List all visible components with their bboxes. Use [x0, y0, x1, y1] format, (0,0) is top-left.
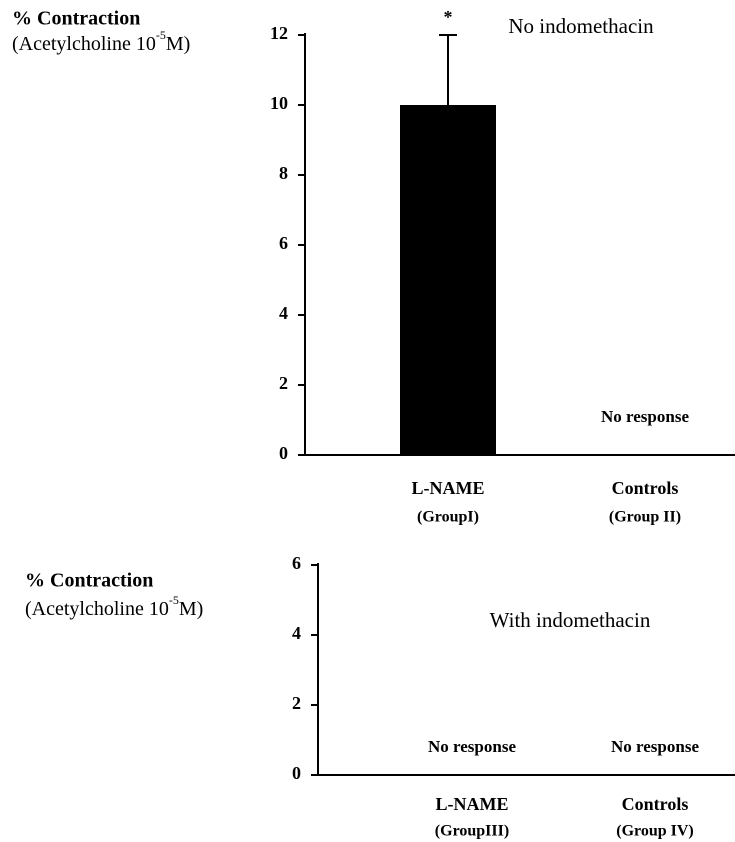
y-axis-label: (Acetylcholine 10-5M)	[25, 593, 203, 620]
bar	[400, 105, 496, 455]
y-tick-label: 10	[270, 93, 288, 113]
x-tick-label: Controls	[622, 794, 689, 814]
y-axis-label-exponent: -5	[169, 593, 179, 607]
x-tick-label: L-NAME	[412, 478, 485, 498]
y-axis-label-part: (Acetylcholine 10	[25, 598, 169, 620]
x-tick-sublabel: (GroupIII)	[435, 823, 509, 840]
annotation: No response	[601, 407, 689, 426]
y-tick-label: 12	[270, 23, 288, 43]
annotation: No response	[611, 737, 699, 756]
y-tick-label: 2	[292, 693, 301, 713]
y-tick-label: 6	[279, 233, 288, 253]
y-tick-label: 8	[279, 163, 288, 183]
y-axis-label-exponent: -5	[156, 28, 166, 42]
y-axis-label-unit: M)	[179, 598, 203, 620]
significance-mark: *	[444, 7, 453, 27]
x-tick-sublabel: (Group IV)	[616, 823, 694, 840]
x-tick-label: L-NAME	[436, 794, 509, 814]
y-tick-label: 0	[292, 763, 301, 783]
y-tick-label: 6	[292, 553, 301, 573]
annotation: No response	[428, 737, 516, 756]
y-axis-label: % Contraction	[25, 570, 153, 592]
chart-title: With indomethacin	[490, 608, 651, 632]
x-tick-sublabel: (GroupI)	[417, 509, 479, 526]
x-tick-label: Controls	[612, 478, 679, 498]
y-tick-label: 2	[279, 373, 288, 393]
x-tick-sublabel: (Group II)	[609, 509, 681, 526]
y-tick-label: 0	[279, 443, 288, 463]
y-tick-label: 4	[279, 303, 288, 323]
chart-title: No indomethacin	[508, 14, 654, 38]
y-axis-label: (Acetylcholine 10-5M)	[12, 28, 190, 55]
y-axis-label: % Contraction	[12, 8, 140, 30]
y-tick-label: 4	[292, 623, 301, 643]
y-axis-label-part: (Acetylcholine 10	[12, 33, 156, 55]
y-axis-label-unit: M)	[166, 33, 190, 55]
